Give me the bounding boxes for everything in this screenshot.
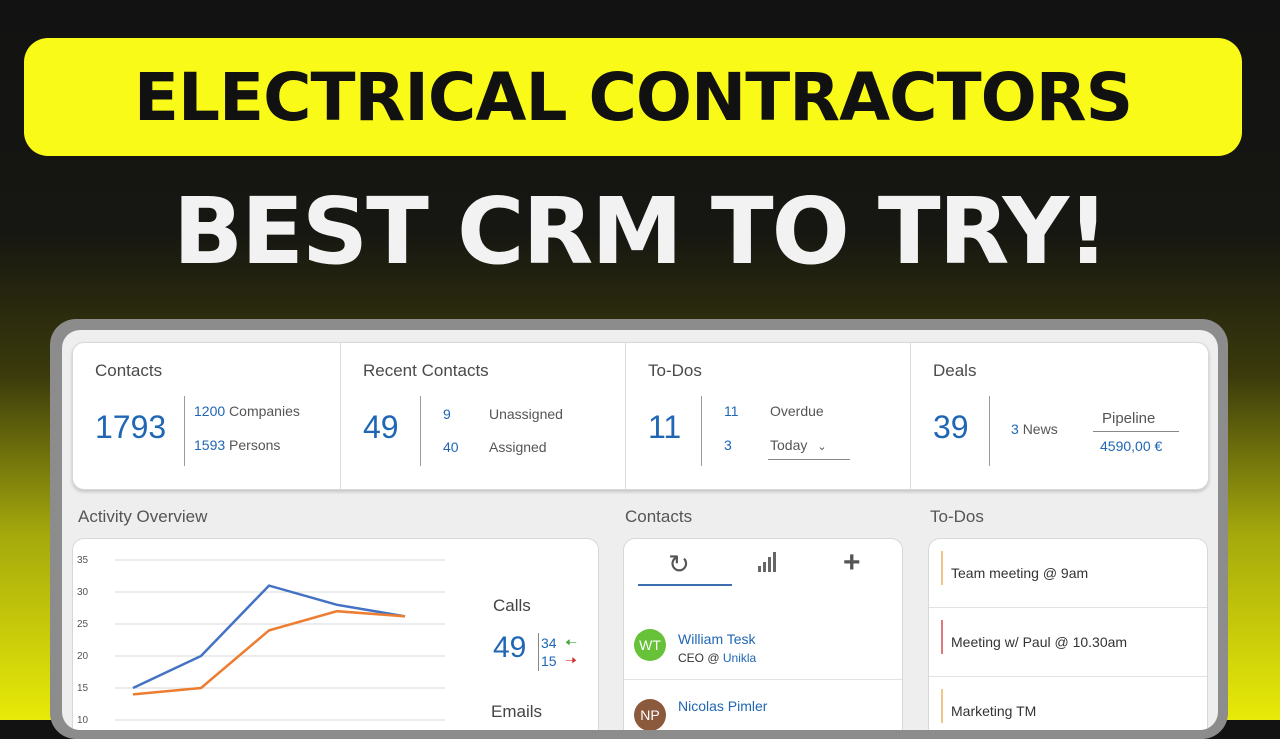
avatar: NP	[634, 699, 666, 730]
companies-label: Companies	[229, 403, 300, 419]
title-banner: ELECTRICAL CONTRACTORS	[24, 38, 1242, 156]
stat-total: 39	[933, 409, 969, 445]
page-subtitle: BEST CRM TO TRY!	[172, 178, 1109, 285]
todo-color-bar	[941, 620, 943, 654]
assigned-label[interactable]: Assigned	[489, 439, 547, 455]
news-row[interactable]: 3 News	[1011, 421, 1058, 437]
stat-title: Contacts	[95, 361, 163, 380]
stats-bar: Contacts 1793 1200 Companies 1593 Person…	[72, 342, 1209, 490]
role-prefix: CEO @	[678, 651, 720, 665]
todo-color-bar	[941, 689, 943, 723]
unassigned-count: 9	[443, 406, 451, 422]
arrow-left-icon: 🠠	[565, 634, 577, 650]
signal-bars-icon[interactable]	[757, 551, 777, 573]
stat-contacts[interactable]: Contacts 1793 1200 Companies 1593 Person…	[73, 343, 341, 489]
tab-underline	[638, 584, 732, 586]
divider	[184, 396, 185, 466]
plus-icon[interactable]: +	[843, 546, 861, 579]
page-title: ELECTRICAL CONTRACTORS	[133, 58, 1133, 136]
y-tick-label: 30	[77, 587, 89, 598]
y-tick-label: 10	[77, 715, 89, 726]
today-dropdown[interactable]: Today ⌄	[770, 437, 827, 453]
contact-name[interactable]: Nicolas Pimler	[678, 698, 768, 714]
today-count: 3	[724, 437, 732, 453]
series-line-2	[132, 609, 406, 696]
todo-color-bar	[941, 551, 943, 585]
contacts-title: Contacts	[625, 507, 693, 526]
todo-item[interactable]: Marketing TM	[929, 677, 1207, 730]
unassigned-label[interactable]: Unassigned	[489, 406, 563, 422]
emails-label: Emails	[491, 702, 543, 721]
todos-card: Team meeting @ 9am Meeting w/ Paul @ 10.…	[928, 538, 1208, 730]
contacts-card: ↻ + WT William Tesk CEO @ Unikla NP Nico…	[623, 538, 903, 730]
divider	[420, 396, 421, 466]
todo-text: Meeting w/ Paul @ 10.30am	[951, 634, 1128, 650]
stat-title: To-Dos	[648, 361, 702, 380]
stat-total: 49	[363, 409, 399, 445]
activity-chart	[115, 559, 445, 721]
persons-count: 1593	[194, 437, 226, 453]
calls-divider	[538, 633, 539, 671]
calls-out-count: 15	[541, 653, 557, 669]
stat-title: Deals	[933, 361, 977, 380]
todo-text: Team meeting @ 9am	[951, 565, 1089, 581]
persons-label: Persons	[229, 437, 281, 453]
y-tick-label: 15	[77, 683, 89, 694]
companies-count: 1200	[194, 403, 226, 419]
calls-total: 49	[493, 631, 527, 664]
contact-name[interactable]: William Tesk	[678, 631, 756, 647]
todo-text: Marketing TM	[951, 703, 1037, 719]
refresh-icon[interactable]: ↻	[668, 549, 690, 579]
crm-dashboard: Contacts 1793 1200 Companies 1593 Person…	[62, 330, 1218, 730]
overdue-count: 11	[724, 403, 739, 419]
pipeline-label: Pipeline	[1102, 410, 1156, 427]
contact-role: CEO @ Unikla	[678, 651, 756, 665]
stat-total: 11	[648, 409, 682, 445]
calls-label: Calls	[493, 596, 531, 615]
arrow-right-icon: 🠢	[565, 652, 577, 668]
y-tick-label: 25	[77, 619, 89, 630]
divider	[624, 679, 902, 680]
todo-item[interactable]: Team meeting @ 9am	[929, 539, 1207, 608]
persons-row[interactable]: 1593 Persons	[194, 437, 280, 453]
chevron-down-icon: ⌄	[817, 441, 827, 453]
news-count: 3	[1011, 421, 1019, 437]
companies-row[interactable]: 1200 Companies	[194, 403, 300, 419]
assigned-count: 40	[443, 439, 459, 455]
series-line-1	[132, 584, 406, 690]
pipeline-value[interactable]: 4590,00 €	[1100, 438, 1163, 454]
company-link[interactable]: Unikla	[722, 651, 757, 665]
y-tick-label: 20	[77, 651, 89, 662]
dropdown-underline	[768, 459, 850, 460]
y-tick-label: 35	[77, 555, 89, 566]
activity-title: Activity Overview	[78, 507, 208, 526]
today-label: Today	[770, 437, 808, 453]
calls-in-count: 34	[541, 635, 557, 651]
news-label: News	[1022, 421, 1058, 437]
todos-title: To-Dos	[930, 507, 984, 526]
stat-todos[interactable]: To-Dos 11 11 Overdue 3 Today ⌄	[626, 343, 911, 489]
stat-total: 1793	[95, 409, 167, 445]
stat-recent-contacts[interactable]: Recent Contacts 49 9 Unassigned 40 Assig…	[341, 343, 626, 489]
avatar: WT	[634, 629, 666, 661]
divider	[701, 396, 702, 466]
stat-title: Recent Contacts	[363, 361, 489, 380]
stat-deals[interactable]: Deals 39 3 News Pipeline 4590,00 €	[911, 343, 1208, 489]
divider	[989, 396, 990, 466]
todo-item[interactable]: Meeting w/ Paul @ 10.30am	[929, 608, 1207, 677]
pipeline-divider	[1093, 431, 1179, 432]
overdue-label[interactable]: Overdue	[770, 403, 824, 419]
activity-card: 35 30 25 20 15 10 Calls 49 34 15 🠠 🠢 Ema…	[72, 538, 599, 730]
